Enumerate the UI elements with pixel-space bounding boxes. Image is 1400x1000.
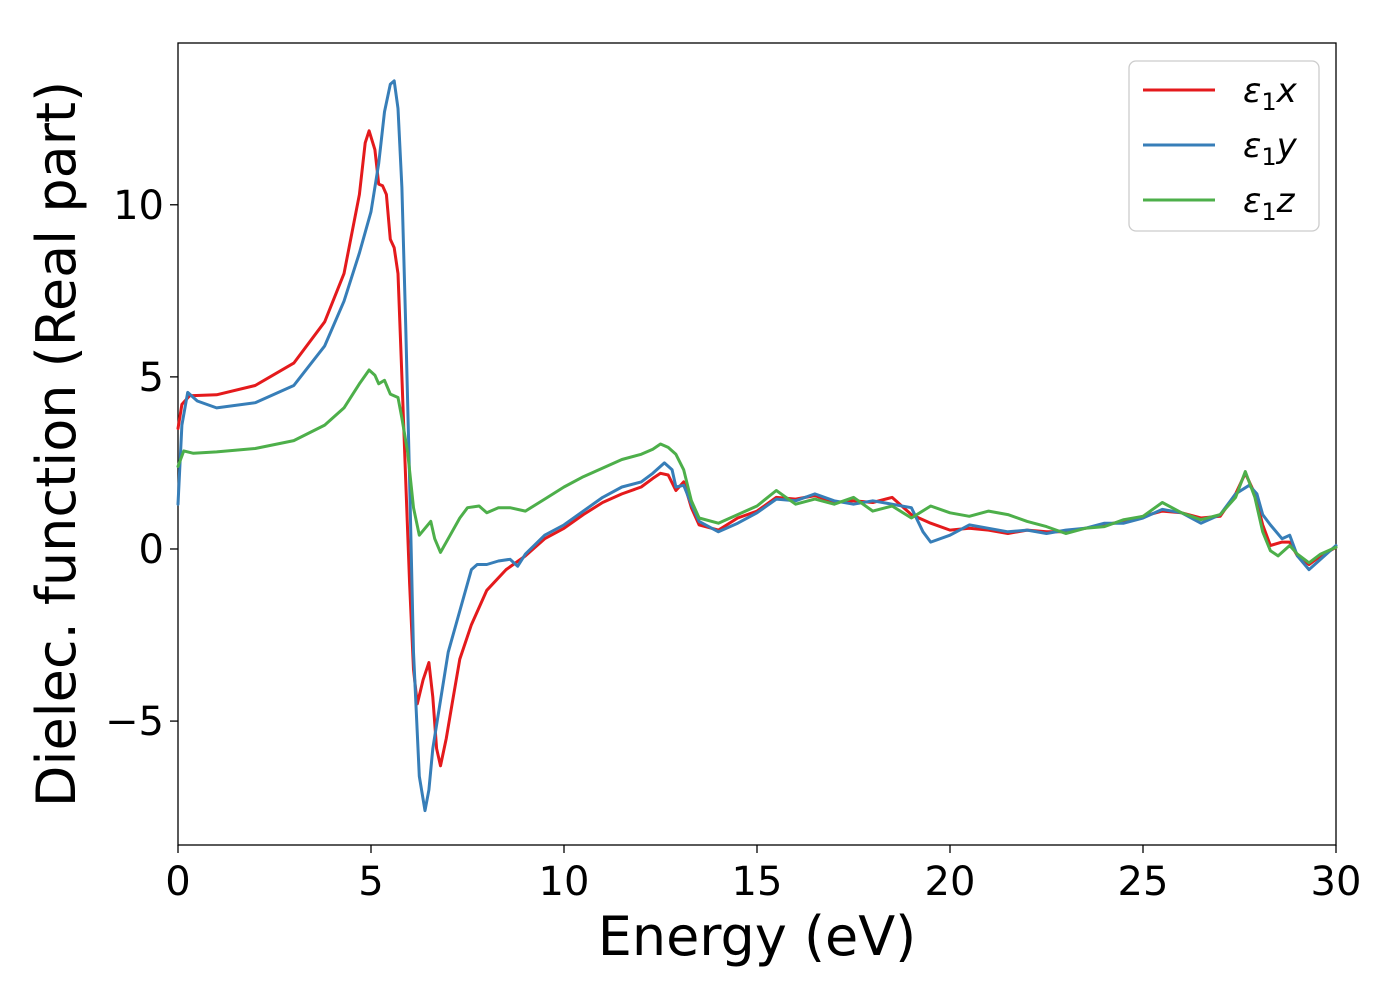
x-tick-label: 10 [539,859,590,905]
legend: ε1x ε1y ε1z [1128,60,1320,232]
y-axis-title: Dielec. function (Real part) [25,81,88,807]
x-tick-label: 15 [732,859,783,905]
x-tick-label: 0 [165,859,190,905]
legend-box [1128,60,1320,232]
legend-items: ε1x ε1y ε1z [1143,71,1298,226]
y-tick-label: 10 [113,183,164,229]
y-tick-label: −5 [105,699,164,745]
x-tick-label: 20 [925,859,976,905]
series-lines [176,79,1338,813]
x-tick-label: 25 [1118,859,1169,905]
y-axis: −5 0 5 10 [105,183,178,745]
legend-label-z: ε1z [1243,181,1296,226]
x-axis-title: Energy (eV) [598,905,917,968]
series-line-y [176,79,1338,813]
x-axis: 0 5 10 15 20 25 30 [165,845,1361,905]
series-line-z [176,368,1338,565]
x-tick-label: 5 [358,859,383,905]
x-tick-label: 30 [1311,859,1362,905]
legend-label-x: ε1x [1243,71,1298,116]
legend-label-y: ε1y [1243,126,1298,171]
y-tick-label: 5 [139,355,164,401]
y-tick-label: 0 [139,527,164,573]
